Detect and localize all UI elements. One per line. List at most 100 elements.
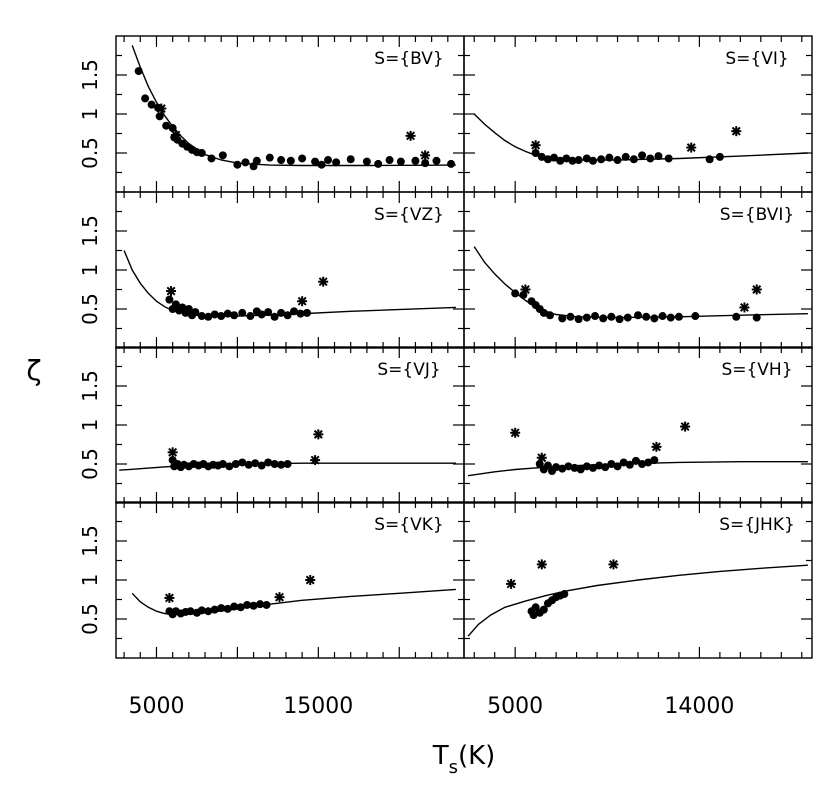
star-stroke <box>537 559 547 569</box>
data-point <box>270 460 279 468</box>
data-point <box>186 607 195 616</box>
star-point <box>751 284 762 295</box>
panel-label: S={VZ} <box>374 205 444 225</box>
data-point <box>134 67 143 76</box>
star-point <box>536 452 547 463</box>
data-point <box>421 159 430 168</box>
data-point <box>277 308 286 317</box>
data-point <box>613 462 622 471</box>
data-point <box>197 149 206 157</box>
data-point <box>550 153 559 162</box>
star-stroke <box>506 579 516 589</box>
data-point <box>529 611 538 620</box>
data-point <box>644 458 653 467</box>
data-point <box>539 308 548 317</box>
data-point <box>168 124 177 133</box>
data-point <box>171 300 180 309</box>
data-point <box>705 155 714 164</box>
data-point <box>230 311 239 320</box>
data-point <box>374 159 383 168</box>
data-point <box>568 156 577 165</box>
y-tick-label: 1.5 <box>78 215 102 247</box>
data-point <box>646 154 655 163</box>
star-point <box>166 286 177 297</box>
star-stroke <box>166 286 176 296</box>
y-tick-label: 1 <box>78 264 102 277</box>
data-point <box>674 312 683 321</box>
panel-label: S={BVI} <box>720 205 794 225</box>
data-point <box>543 461 552 470</box>
y-tick-label: 1 <box>78 574 102 587</box>
data-point <box>290 307 299 316</box>
panel-5: 0.5 1 1.5 S={VJ} <box>78 346 465 504</box>
data-point <box>346 155 355 164</box>
star-point <box>313 429 324 440</box>
star-point <box>536 559 547 570</box>
data-point <box>184 305 193 313</box>
panel-1: 0.5 1 1.5 S={BV} <box>78 35 465 193</box>
star-point <box>739 302 750 313</box>
star-point <box>686 142 697 153</box>
data-point <box>249 601 258 610</box>
x-axis-label: Ts(K) <box>432 741 496 778</box>
star-stroke <box>608 559 618 569</box>
data-point <box>591 312 600 321</box>
star-point <box>405 130 416 141</box>
data-point <box>621 152 630 161</box>
data-point <box>296 309 305 318</box>
data-point <box>231 460 240 468</box>
data-point <box>432 156 441 165</box>
panel-label: S={JHK} <box>719 515 795 535</box>
data-point <box>147 100 156 109</box>
star-point <box>164 592 175 603</box>
data-point <box>210 310 219 319</box>
data-point <box>607 460 616 468</box>
y-tick-label: 1 <box>78 419 102 432</box>
x-tick-label: 5000 <box>128 694 184 719</box>
star-point <box>680 421 691 432</box>
star-stroke <box>752 285 762 294</box>
data-point <box>204 312 213 321</box>
star-stroke <box>313 429 323 439</box>
data-point <box>607 312 616 321</box>
data-point <box>225 462 234 471</box>
data-point <box>223 604 232 613</box>
star-stroke <box>420 150 430 160</box>
data-point <box>241 158 250 167</box>
y-tick-label: 1 <box>78 108 102 121</box>
data-point <box>218 460 227 468</box>
data-point <box>238 458 247 467</box>
data-point <box>298 154 307 163</box>
data-point <box>638 460 647 468</box>
data-point <box>715 152 724 161</box>
x-axis-label-subscript: s <box>449 757 458 778</box>
star-stroke <box>171 130 181 140</box>
data-point <box>252 156 261 165</box>
panel-4: S={BVI} <box>463 191 813 349</box>
star-point <box>297 296 308 307</box>
panel-label: S={VH} <box>721 360 792 380</box>
data-point <box>664 154 673 163</box>
star-stroke <box>731 126 741 136</box>
data-point <box>277 156 286 165</box>
data-point <box>256 600 265 609</box>
data-point <box>599 314 608 323</box>
panel-7: 0.5 1 1.5 5000 15000 S={VK} <box>78 501 465 719</box>
data-point <box>257 461 266 470</box>
data-point <box>283 460 292 468</box>
data-point <box>264 308 273 317</box>
star-stroke <box>168 447 178 457</box>
data-point <box>582 154 591 163</box>
data-point <box>262 600 271 609</box>
data-point <box>552 463 561 472</box>
data-point <box>570 463 579 472</box>
star-point <box>651 441 662 452</box>
data-point <box>165 295 174 304</box>
data-point <box>588 156 597 165</box>
data-point <box>218 151 227 160</box>
data-point <box>601 463 610 472</box>
data-point <box>605 153 614 162</box>
data-point <box>631 456 640 465</box>
data-point <box>270 312 279 321</box>
star-stroke <box>406 131 416 141</box>
